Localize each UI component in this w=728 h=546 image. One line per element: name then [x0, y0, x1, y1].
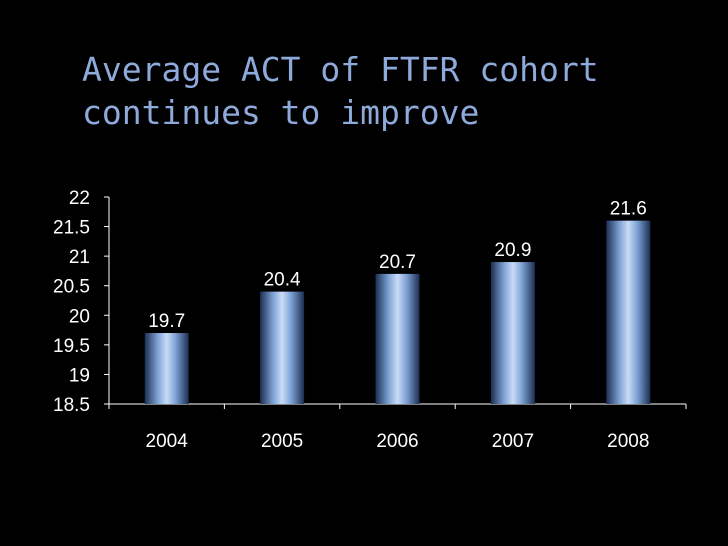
y-tick-label: 18.5 [53, 395, 90, 416]
data-label: 20.4 [264, 270, 301, 291]
data-label: 20.9 [494, 240, 531, 261]
data-label-bg [143, 309, 190, 332]
data-labels: 19.7 20.4 20.7 20.9 21.6 [143, 196, 652, 332]
y-tick-label: 20 [69, 306, 90, 327]
x-tick-label: 2007 [492, 431, 534, 452]
y-tick-label: 19.5 [53, 336, 90, 357]
x-axis: 2004 2005 2006 2007 2008 [108, 403, 687, 452]
y-axis: 18.5 19 19.5 20 20.5 21 21.5 22 [53, 188, 110, 416]
x-tick-label: 2006 [376, 431, 418, 452]
bar-2008 [606, 220, 651, 404]
bars [144, 220, 651, 404]
bar-2004 [144, 333, 189, 404]
title-line-2: continues to improve [82, 93, 480, 132]
data-label-bg [374, 249, 421, 272]
x-tick-label: 2008 [607, 431, 649, 452]
y-tick-label: 20.5 [53, 277, 90, 298]
x-tick-label: 2005 [261, 431, 303, 452]
bar-2007 [490, 262, 535, 404]
data-label-bg [605, 196, 652, 219]
slide-title: Average ACT of FTFR cohort continues to … [82, 48, 702, 134]
bar-2005 [260, 291, 305, 404]
data-label-bg [489, 238, 536, 261]
y-tick-label: 19 [69, 365, 90, 386]
title-line-1: Average ACT of FTFR cohort [82, 50, 599, 89]
data-label: 19.7 [148, 311, 185, 332]
data-label: 20.7 [379, 252, 416, 273]
y-tick-label: 21 [69, 247, 90, 268]
y-tick-label: 22 [69, 188, 90, 209]
data-label: 21.6 [610, 199, 647, 220]
bar-2006 [375, 273, 420, 404]
x-tick-label: 2004 [146, 431, 189, 452]
y-tick-label: 21.5 [53, 218, 90, 239]
data-label-bg [259, 267, 306, 290]
